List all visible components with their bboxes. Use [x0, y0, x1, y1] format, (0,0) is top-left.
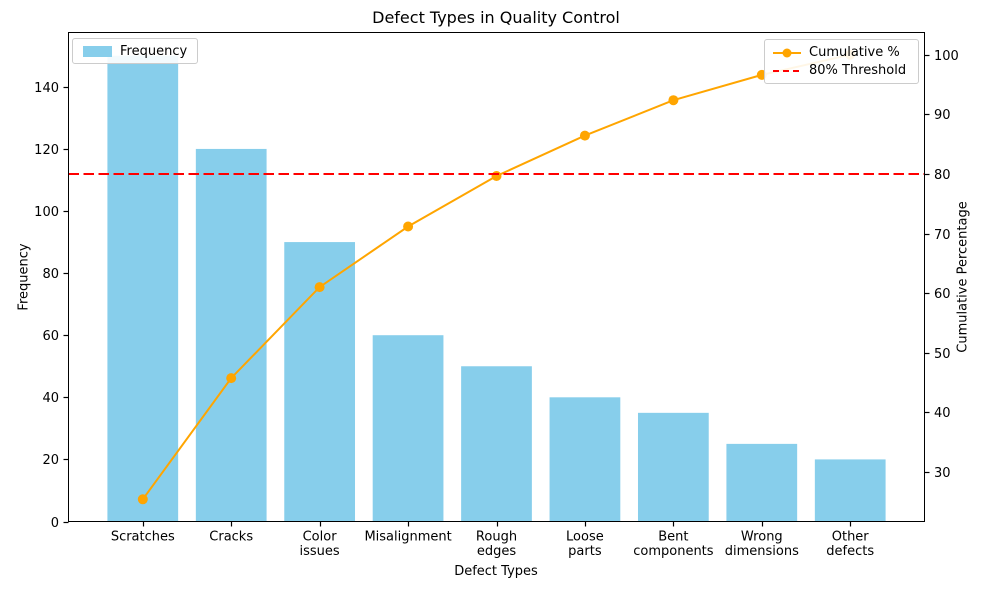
y-right-tick-label: 40 [934, 406, 951, 421]
frequency-swatch-icon [83, 45, 112, 57]
y-right-tick-label: 90 [934, 108, 951, 123]
cumulative-point-loose-parts [579, 130, 590, 141]
left-axis-label: Frequency [16, 243, 32, 311]
y-left-tick-label: 40 [42, 391, 59, 406]
y-right-tick-label: 80 [934, 168, 951, 183]
cumulative-line-icon [773, 48, 801, 57]
legend-threshold-label: 80% Threshold [809, 63, 907, 78]
x-tick-label-color-issues: Color [303, 530, 338, 545]
threshold-line-icon [773, 69, 801, 72]
bar-misalignment [372, 335, 444, 522]
bar-cracks [195, 148, 267, 522]
cumulative-point-rough-edges [491, 171, 502, 181]
plot-border [68, 32, 925, 522]
x-axis-label: Defect Types [454, 564, 538, 579]
y-right-tick-label: 70 [934, 228, 951, 243]
x-tick-label-other-defects: Other [832, 530, 870, 545]
y-right-tick-label: 50 [934, 347, 951, 362]
y-left-tick-label: 0 [51, 516, 59, 531]
bar-loose-parts [549, 397, 621, 522]
legend-cumulative: Cumulative % 80% Threshold [764, 39, 919, 84]
chart-title: Defect Types in Quality Control [372, 8, 620, 27]
legend-cumulative-label: Cumulative % [809, 45, 900, 60]
x-tick-label-misalignment: Misalignment [364, 530, 451, 545]
x-tick-label-rough-edges: Rough [476, 530, 517, 545]
bar-scratches [107, 55, 179, 522]
x-tick-label-color-issues: issues [300, 544, 340, 559]
cumulative-point-color-issues [314, 282, 325, 293]
bar-rough-edges [461, 366, 532, 522]
y-left-tick-label: 100 [34, 205, 59, 220]
x-tick-label-bent-components: components [633, 544, 714, 559]
bar-bent-components [637, 412, 709, 522]
x-tick-label-loose-parts: Loose [566, 530, 604, 545]
cumulative-point-scratches [137, 494, 148, 505]
y-right-tick-label: 60 [934, 287, 951, 302]
x-tick-label-loose-parts: parts [568, 544, 602, 559]
x-tick-label-rough-edges: edges [477, 544, 517, 559]
y-right-tick-label: 100 [934, 49, 959, 64]
x-tick-label-cracks: Cracks [209, 530, 253, 545]
y-left-tick-label: 140 [34, 81, 59, 96]
y-left-tick-label: 60 [42, 329, 59, 344]
cumulative-point-bent-components [668, 95, 679, 106]
y-left-tick-label: 120 [34, 143, 59, 158]
y-right-tick-label: 30 [934, 466, 951, 481]
y-left-tick-label: 80 [42, 267, 59, 282]
x-tick-label-wrong-dimensions: dimensions [725, 544, 799, 559]
right-axis-label: Cumulative Percentage [955, 201, 971, 353]
cumulative-point-cracks [226, 373, 237, 384]
x-tick-label-bent-components: Bent [658, 530, 688, 545]
x-tick-label-other-defects: defects [826, 544, 874, 559]
legend-frequency: Frequency [72, 38, 199, 64]
bar-wrong-dimensions [726, 443, 798, 522]
bar-other-defects [814, 459, 886, 522]
x-tick-label-scratches: Scratches [111, 530, 175, 545]
legend-frequency-label: Frequency [120, 43, 188, 59]
y-left-tick-label: 20 [42, 453, 59, 468]
x-tick-label-wrong-dimensions: Wrong [741, 530, 783, 545]
cumulative-point-misalignment [403, 221, 414, 232]
